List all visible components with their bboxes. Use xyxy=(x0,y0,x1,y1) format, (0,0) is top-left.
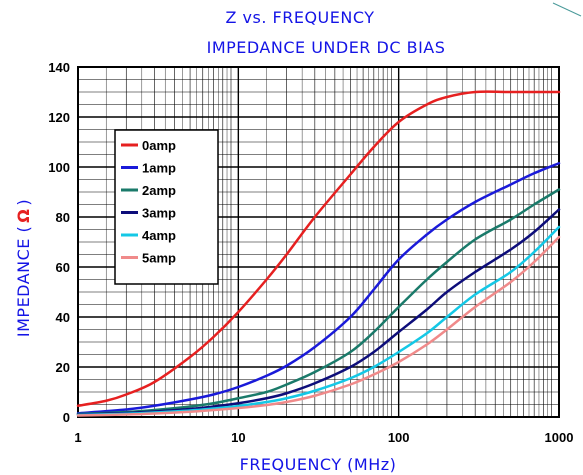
y-tick-label: 0 xyxy=(63,410,70,425)
legend-label-1amp: 1amp xyxy=(142,161,176,176)
y-tick-label: 40 xyxy=(56,310,70,325)
legend-label-2amp: 2amp xyxy=(142,183,176,198)
y-tick-label: 140 xyxy=(48,60,70,75)
y-axis-label: IMPEDANCE ( Ω) xyxy=(14,199,33,337)
x-tick-label: 100 xyxy=(388,430,410,445)
legend-label-5amp: 5amp xyxy=(142,251,176,266)
series-layer xyxy=(76,90,561,417)
x-tick-label: 10 xyxy=(231,430,245,445)
series-line-1amp xyxy=(76,162,561,415)
y-tick-label: 60 xyxy=(56,260,70,275)
y-tick-label: 100 xyxy=(48,160,70,175)
x-axis-label: FREQUENCY (MHz) xyxy=(240,455,397,474)
chart-title: Z vs. FREQUENCY xyxy=(226,8,375,27)
corner-mark xyxy=(552,2,582,17)
chart-subtitle: IMPEDANCE UNDER DC BIAS xyxy=(207,38,446,57)
legend-label-0amp: 0amp xyxy=(142,138,176,153)
x-tick-label: 1000 xyxy=(545,430,574,445)
y-tick-label: 20 xyxy=(56,360,70,375)
legend: 0amp 1amp 2amp 3amp 4amp 5amp xyxy=(114,129,219,285)
series-line-0amp xyxy=(76,90,561,407)
y-axis-label-text: IMPEDANCE ( xyxy=(14,226,33,337)
series-line-3amp xyxy=(76,208,561,416)
legend-label-3amp: 3amp xyxy=(142,206,176,221)
tick-labels: 0 20 40 60 80 100 120 140 1 10 100 1000 xyxy=(48,60,573,445)
series-line-5amp xyxy=(76,235,561,417)
y-axis-label-close: ) xyxy=(14,199,33,206)
legend-label-4amp: 4amp xyxy=(142,228,176,243)
plot-frame xyxy=(77,66,560,418)
y-tick-label: 120 xyxy=(48,110,70,125)
x-tick-label: 1 xyxy=(74,430,81,445)
y-tick-label: 80 xyxy=(56,210,70,225)
ohm-symbol: Ω xyxy=(14,209,33,223)
series-line-2amp xyxy=(76,188,561,416)
